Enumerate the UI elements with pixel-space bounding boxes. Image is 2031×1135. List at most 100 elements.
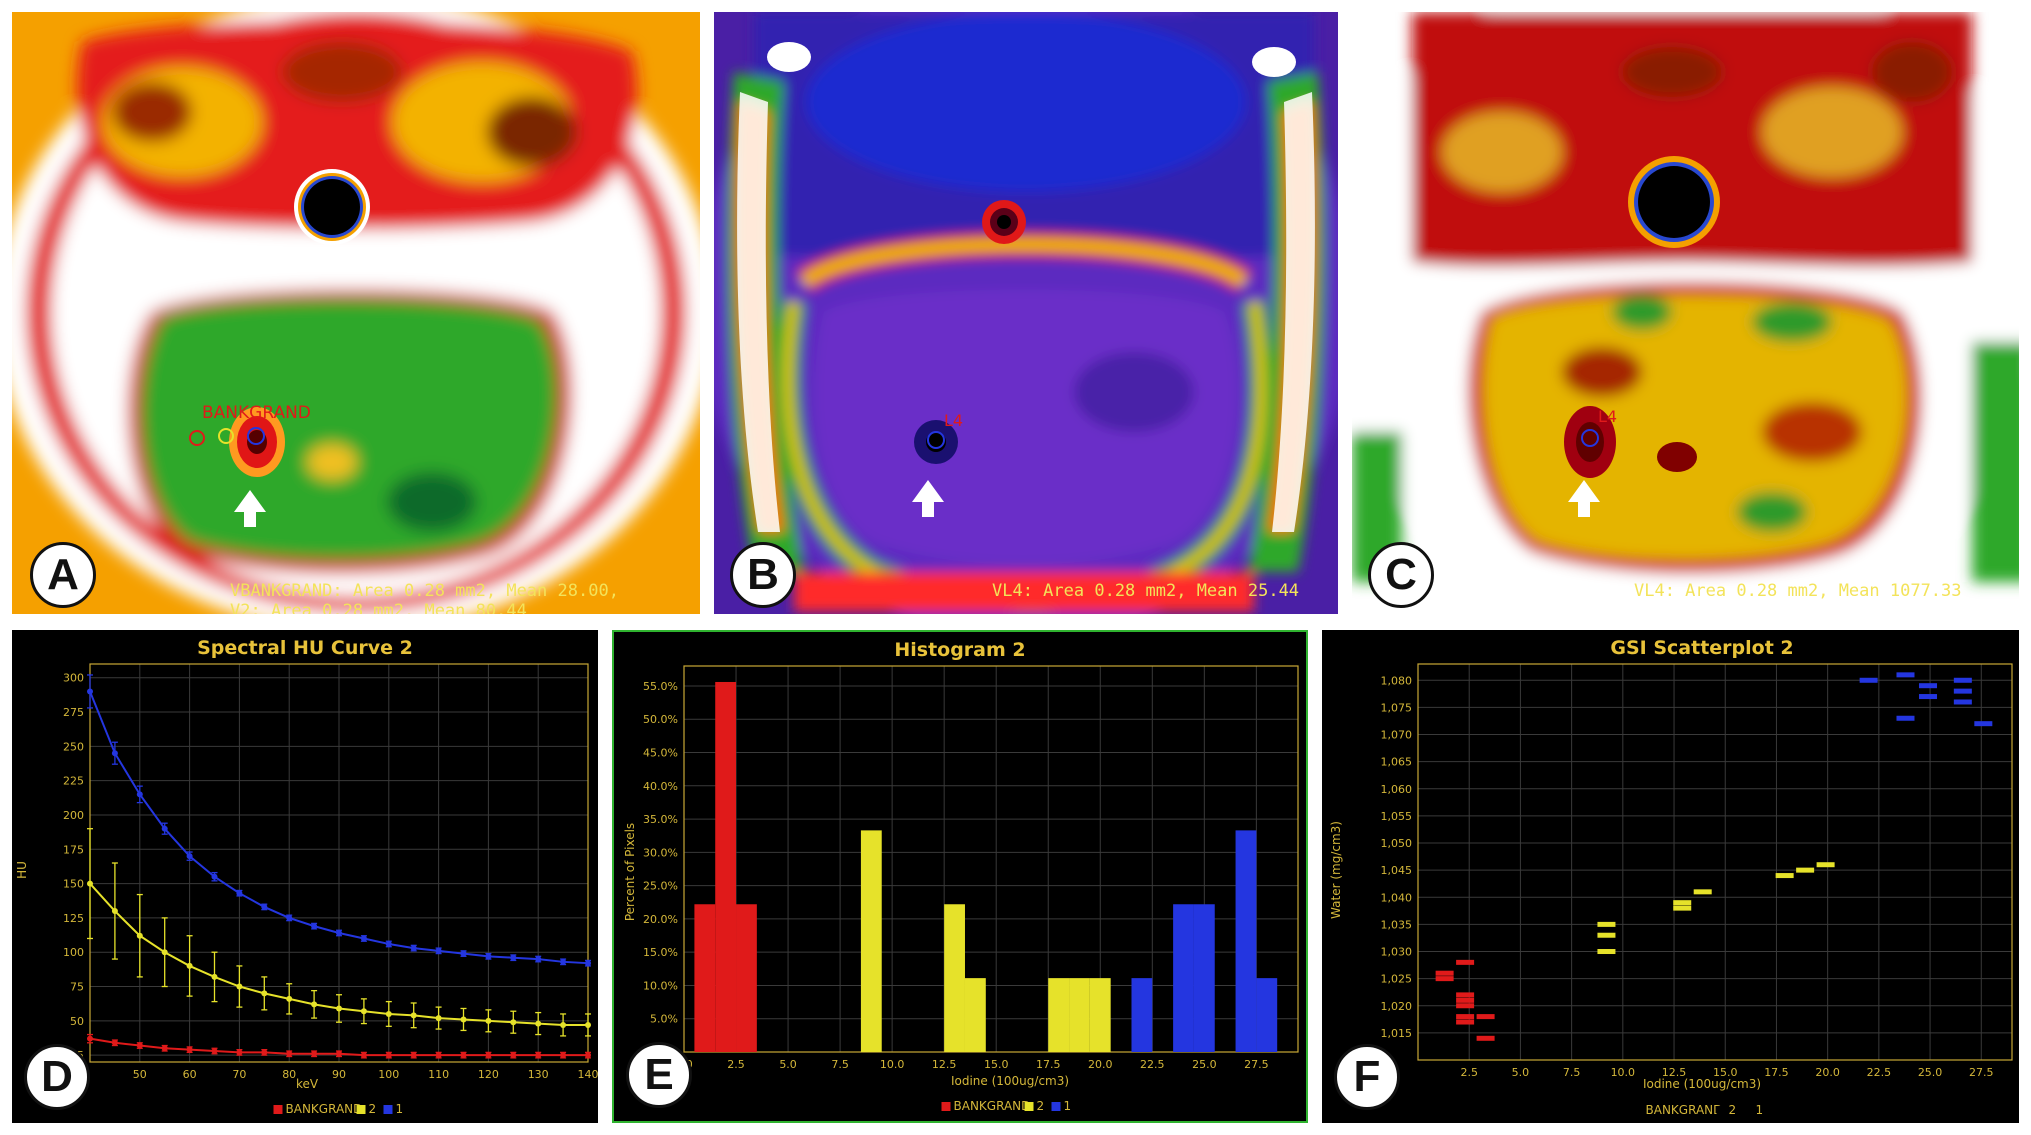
scatter-point [1456, 1003, 1475, 1009]
y-tick-label: 75 [70, 981, 84, 994]
data-point [410, 1052, 417, 1059]
data-point [186, 962, 193, 969]
gsi-scatterplot-panel: GSI Scatterplot 2 1,015 1,020 1,025 1,030 1,… [1322, 630, 2019, 1123]
histogram-chart: Histogram 2 5.0% 10.0% 15.0% 20.0% 25.0% 30.0… [623, 639, 1299, 1113]
y-tick-label: 225 [63, 775, 84, 788]
y-axis-label-f: Water (mg/cm3) [1329, 821, 1343, 919]
x-tick-label: 25.0 [1918, 1066, 1943, 1079]
scatter-point [1673, 900, 1692, 906]
data-point [360, 935, 367, 942]
histogram-bar [1089, 978, 1111, 1052]
histogram-bar [1173, 904, 1194, 1052]
y-tick-label: 125 [63, 912, 84, 925]
x-tick-label: 20.0 [1088, 1058, 1113, 1071]
x-tick-label: 22.5 [1867, 1066, 1892, 1079]
scatter-point [1796, 867, 1815, 873]
y-tick-label: 55.0% [643, 680, 678, 693]
x-tick-label: 20.0 [1815, 1066, 1840, 1079]
data-point [435, 1015, 442, 1022]
x-tick-label: 110 [428, 1068, 449, 1081]
data-point [211, 1048, 218, 1055]
panel-label-b: B [730, 542, 796, 608]
roi-label-c: L4 [1598, 407, 1617, 426]
legend-label: BANKGRAND [954, 1099, 1031, 1113]
scatter-point [1953, 688, 1972, 694]
legend-label: 2 [1037, 1099, 1045, 1113]
y-tick-label: 45.0% [643, 747, 678, 760]
roi-annotation-a2: V2: Area 0.28 mm2, Mean 80.44 [230, 601, 527, 614]
scatter-point [1476, 1035, 1495, 1041]
histogram-bar [1235, 830, 1257, 1052]
data-point [111, 750, 118, 757]
legend-swatch [273, 1105, 283, 1114]
data-point [435, 947, 442, 954]
chart-title-e: Histogram 2 [894, 639, 1025, 661]
data-point [560, 958, 567, 965]
data-point [410, 1012, 417, 1019]
panel-label-d: D [24, 1044, 90, 1110]
panel-label-a: A [30, 542, 96, 608]
roi-annotation-c1: VL4: Area 0.28 mm2, Mean 1077.33 [1634, 581, 1962, 601]
scatter-point [1859, 677, 1878, 683]
legend-label: BANKGRAND [1646, 1103, 1723, 1117]
histogram-bar [944, 904, 965, 1052]
legend-label: 1 [1756, 1103, 1764, 1117]
y-tick-label: 300 [63, 672, 84, 685]
legend-swatch [1024, 1102, 1034, 1111]
data-point [560, 1021, 567, 1028]
y-tick-label: 1,060 [1381, 783, 1413, 796]
y-tick-label: 1,055 [1381, 810, 1413, 823]
data-point [510, 954, 517, 961]
legend-label: 2 [369, 1102, 377, 1116]
arrow-icon [234, 490, 266, 527]
legend-swatch [1633, 1106, 1643, 1115]
scatter-point [1919, 683, 1938, 689]
data-point [585, 1052, 591, 1059]
y-tick-label: 1,030 [1381, 946, 1413, 959]
data-point [136, 791, 143, 798]
histogram-bar [1048, 978, 1070, 1052]
legend-swatch [941, 1102, 951, 1111]
data-point [336, 929, 342, 936]
data-point [435, 1052, 442, 1059]
data-point [286, 914, 293, 921]
legend-swatch [1051, 1102, 1061, 1111]
data-point [485, 1052, 492, 1059]
data-point [585, 960, 591, 967]
y-tick-label: 35.0% [643, 813, 678, 826]
data-point [535, 956, 542, 963]
panel-label-e: E [626, 1042, 692, 1108]
scatter-point [1456, 959, 1475, 965]
data-point [136, 1042, 143, 1049]
scatter-point [1953, 677, 1972, 683]
data-point [510, 1019, 517, 1026]
histogram-bar [694, 904, 716, 1052]
scatter-point [1597, 949, 1616, 955]
x-tick-label: 140 [578, 1068, 599, 1081]
ct-scan-panel-b: L4 VL4: Area 0.28 mm2, Mean 25.44 B [714, 12, 1338, 614]
x-tick-label: 27.5 [1969, 1066, 1994, 1079]
scan-a-image: BANKGRAND VBANKGRAND: Area 0.28 mm2, Mea… [12, 12, 700, 614]
x-tick-label: 7.5 [831, 1058, 849, 1071]
y-tick-label: 50 [70, 1015, 84, 1028]
panel-label-f: F [1334, 1044, 1400, 1110]
y-tick-label: 200 [63, 809, 84, 822]
scatter-point [1597, 932, 1616, 938]
x-tick-label: 80 [282, 1068, 296, 1081]
x-tick-label: 7.5 [1563, 1066, 1581, 1079]
data-point [236, 983, 243, 990]
legend-label: 1 [1064, 1099, 1072, 1113]
scan-c-image: L4 VL4: Area 0.28 mm2, Mean 1077.33 [1352, 12, 2019, 614]
x-tick-label: 60 [183, 1068, 197, 1081]
scan-b-image: L4 VL4: Area 0.28 mm2, Mean 25.44 [714, 12, 1338, 614]
x-tick-label: 17.5 [1036, 1058, 1061, 1071]
x-tick-label: 120 [478, 1068, 499, 1081]
x-axis-label-f: Iodine (100ug/cm3) [1643, 1077, 1761, 1091]
y-axis-label-d: HU [15, 861, 29, 879]
spectral-hu-curve-panel: Spectral HU Curve 2 25507510012515017520… [12, 630, 598, 1123]
x-tick-label: 2.5 [1460, 1066, 1478, 1079]
y-tick-label: 15.0% [643, 946, 678, 959]
scatter-point [1435, 976, 1454, 982]
arrow-icon [912, 480, 944, 517]
data-point [311, 1001, 318, 1008]
